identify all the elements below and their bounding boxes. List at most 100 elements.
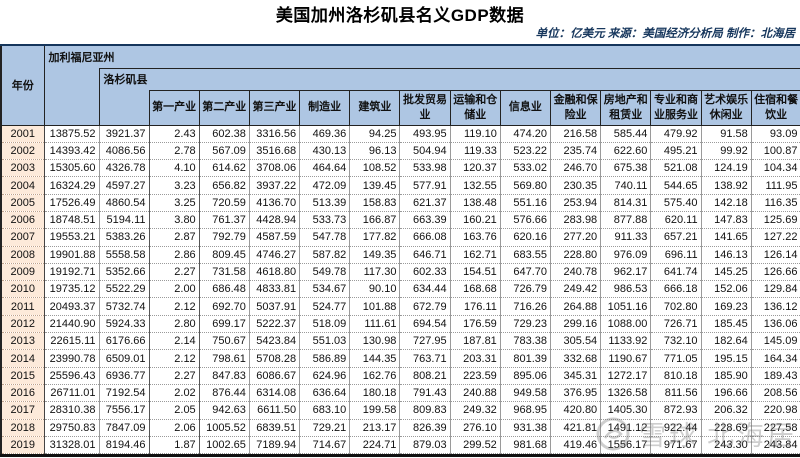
table-row: 2009 19192.71 5352.66 2.27 731.58 4618.80 549.… bbox=[0, 263, 800, 282]
value-cell: 119.10 bbox=[450, 125, 501, 143]
value-cell: 142.18 bbox=[701, 194, 752, 212]
value-cell: 168.68 bbox=[450, 280, 501, 299]
value-cell: 663.39 bbox=[399, 211, 451, 230]
value-cell: 621.37 bbox=[399, 194, 451, 212]
value-cell: 3937.22 bbox=[249, 176, 301, 195]
value-cell: 1272.17 bbox=[600, 367, 652, 385]
value-cell: 5732.74 bbox=[99, 297, 150, 316]
value-cell: 243.84 bbox=[751, 436, 800, 455]
value-cell: 464.64 bbox=[299, 159, 351, 178]
year-cell: 2018 bbox=[0, 419, 45, 437]
value-cell: 6176.66 bbox=[99, 332, 150, 351]
value-cell: 203.31 bbox=[450, 349, 501, 368]
value-cell: 702.80 bbox=[650, 297, 702, 316]
value-cell: 727.95 bbox=[399, 332, 451, 351]
value-cell: 29750.83 bbox=[44, 419, 100, 437]
value-cell: 761.37 bbox=[199, 211, 250, 230]
value-cell: 5522.29 bbox=[99, 280, 150, 299]
industry-header-cell: 第三产业 bbox=[248, 89, 301, 126]
value-cell: 6086.67 bbox=[249, 367, 301, 385]
value-cell: 895.06 bbox=[500, 367, 552, 385]
value-cell: 740.11 bbox=[600, 176, 652, 195]
page-title: 美国加州洛杉矶县名义GDP数据 bbox=[275, 6, 525, 25]
value-cell: 5383.26 bbox=[99, 228, 150, 247]
table-row: 2013 22615.11 6176.66 2.14 750.67 5423.84 551.… bbox=[0, 332, 800, 351]
value-cell: 25596.43 bbox=[44, 367, 100, 385]
value-cell: 1556.17 bbox=[600, 436, 652, 455]
value-cell: 26711.01 bbox=[44, 384, 100, 403]
value-cell: 18748.51 bbox=[44, 211, 100, 230]
value-cell: 7192.54 bbox=[99, 384, 150, 403]
value-cell: 227.58 bbox=[751, 419, 800, 437]
value-cell: 587.82 bbox=[299, 246, 351, 264]
value-cell: 771.05 bbox=[650, 349, 702, 368]
value-cell: 2.12 bbox=[149, 349, 200, 368]
state-header-cell: 加利福尼亚州 bbox=[44, 46, 800, 68]
value-cell: 5708.28 bbox=[249, 349, 301, 368]
value-cell: 533.98 bbox=[399, 159, 451, 178]
value-cell: 576.66 bbox=[500, 211, 552, 230]
value-cell: 117.30 bbox=[349, 263, 401, 282]
value-cell: 230.35 bbox=[550, 176, 602, 195]
table-row: 2019 31328.01 8194.46 1.87 1002.65 7189.94 714… bbox=[0, 436, 800, 455]
value-cell: 15305.60 bbox=[44, 159, 100, 178]
value-cell: 185.45 bbox=[701, 315, 752, 334]
value-cell: 162.76 bbox=[349, 367, 401, 385]
value-cell: 1002.65 bbox=[199, 436, 250, 455]
value-cell: 2.05 bbox=[149, 401, 200, 420]
industry-header-cell: 金融和保险业 bbox=[549, 89, 602, 126]
industry-header-cell: 住宿和餐饮业 bbox=[750, 89, 800, 126]
table-row: 2015 25596.43 6936.77 2.27 847.83 6086.67 624.… bbox=[0, 367, 800, 385]
year-cell: 2014 bbox=[0, 349, 45, 368]
value-cell: 720.59 bbox=[199, 194, 250, 212]
value-cell: 240.88 bbox=[450, 384, 501, 403]
value-cell: 675.38 bbox=[600, 159, 652, 178]
value-cell: 4428.94 bbox=[249, 211, 301, 230]
value-cell: 750.67 bbox=[199, 332, 250, 351]
value-cell: 90.10 bbox=[349, 280, 401, 299]
value-cell: 166.87 bbox=[349, 211, 401, 230]
value-cell: 277.20 bbox=[550, 228, 602, 247]
value-cell: 31328.01 bbox=[44, 436, 100, 455]
value-cell: 716.26 bbox=[500, 297, 552, 316]
value-cell: 3.23 bbox=[149, 176, 200, 195]
value-cell: 147.83 bbox=[701, 211, 752, 230]
value-cell: 136.06 bbox=[751, 315, 800, 334]
value-cell: 108.52 bbox=[349, 159, 401, 178]
value-cell: 2.27 bbox=[149, 367, 200, 385]
value-cell: 91.58 bbox=[701, 125, 752, 143]
value-cell: 3708.06 bbox=[249, 159, 301, 178]
value-cell: 120.37 bbox=[450, 159, 501, 178]
value-cell: 220.98 bbox=[751, 401, 800, 420]
value-cell: 249.42 bbox=[550, 280, 602, 299]
value-cell: 1133.92 bbox=[600, 332, 652, 351]
value-cell: 132.55 bbox=[450, 176, 501, 195]
value-cell: 162.71 bbox=[450, 246, 501, 264]
value-cell: 141.65 bbox=[701, 228, 752, 247]
industry-header-cell: 运输和仓储业 bbox=[449, 89, 501, 126]
value-cell: 1005.52 bbox=[199, 419, 250, 437]
value-cell: 666.08 bbox=[399, 228, 451, 247]
value-cell: 647.70 bbox=[500, 263, 552, 282]
value-cell: 783.38 bbox=[500, 332, 552, 351]
value-cell: 533.73 bbox=[299, 211, 351, 230]
value-cell: 345.31 bbox=[550, 367, 602, 385]
year-cell: 2015 bbox=[0, 367, 45, 385]
table-row: 2016 26711.01 7192.54 2.02 876.44 6314.08 636.… bbox=[0, 384, 800, 403]
value-cell: 100.87 bbox=[751, 142, 800, 161]
value-cell: 182.64 bbox=[701, 332, 752, 351]
value-cell: 808.21 bbox=[399, 367, 451, 385]
value-cell: 792.79 bbox=[199, 228, 250, 247]
value-cell: 811.56 bbox=[650, 384, 702, 403]
table-row: 2004 16324.29 4597.27 3.23 656.82 3937.22 472.… bbox=[0, 176, 800, 195]
value-cell: 5037.91 bbox=[249, 297, 301, 316]
year-column-header: 年份 bbox=[0, 46, 45, 126]
value-cell: 4860.54 bbox=[99, 194, 150, 212]
value-cell: 657.21 bbox=[650, 228, 702, 247]
value-cell: 7847.09 bbox=[99, 419, 150, 437]
industry-header-cell: 制造业 bbox=[299, 89, 351, 126]
value-cell: 636.64 bbox=[299, 384, 351, 403]
value-cell: 235.74 bbox=[550, 142, 602, 161]
value-cell: 549.78 bbox=[299, 263, 351, 282]
value-cell: 224.71 bbox=[349, 436, 401, 455]
